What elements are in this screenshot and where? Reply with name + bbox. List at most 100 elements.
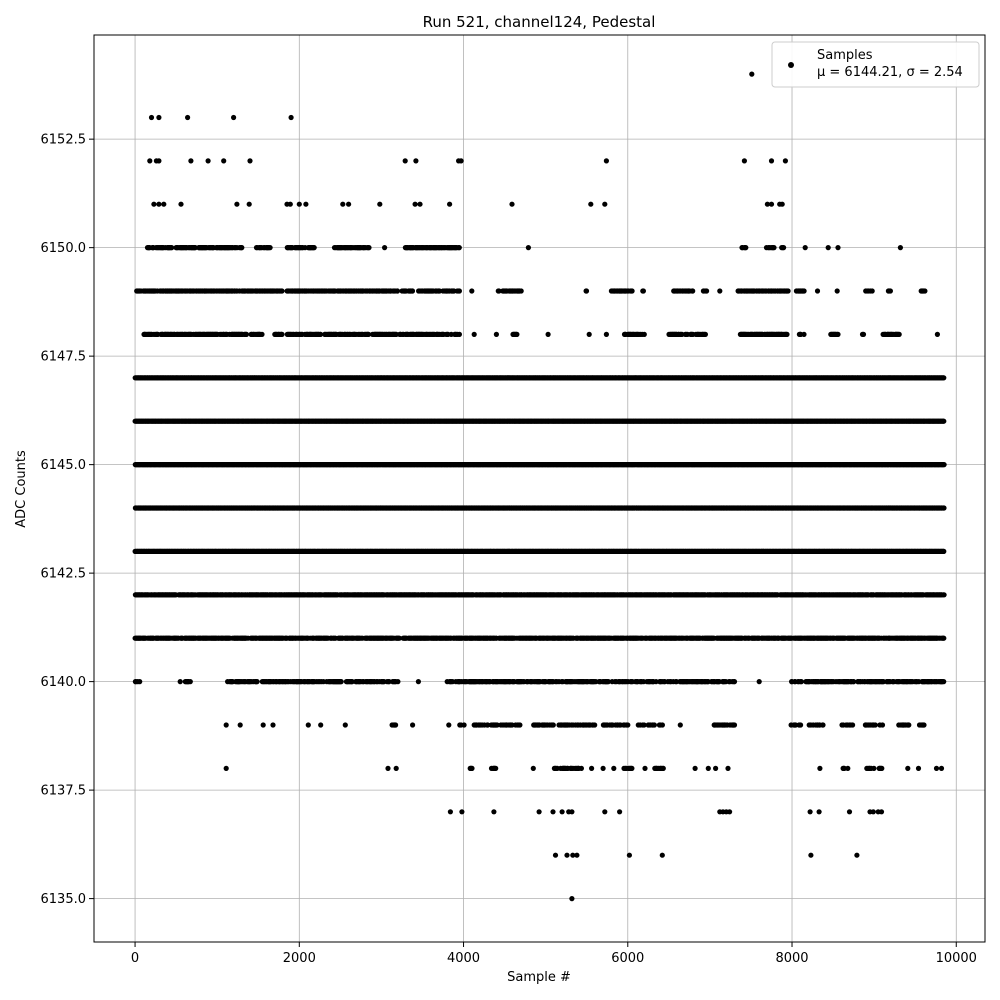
- data-point: [545, 331, 551, 337]
- data-point: [835, 245, 841, 251]
- data-point: [456, 288, 462, 294]
- data-point: [941, 418, 947, 424]
- data-point: [704, 288, 710, 294]
- data-point: [825, 245, 831, 251]
- data-point: [764, 201, 771, 207]
- data-point: [178, 201, 184, 207]
- data-point: [834, 288, 840, 294]
- data-point: [394, 288, 401, 294]
- data-point: [784, 331, 790, 337]
- data-point: [169, 245, 175, 251]
- data-point: [749, 71, 755, 77]
- data-point: [588, 201, 594, 207]
- data-point: [869, 288, 875, 294]
- data-point: [279, 331, 285, 337]
- data-point: [741, 158, 748, 164]
- data-point: [447, 201, 453, 207]
- data-point: [471, 331, 477, 337]
- data-point: [496, 288, 502, 294]
- data-point: [148, 114, 155, 121]
- data-point: [402, 158, 408, 164]
- data-point: [801, 331, 807, 337]
- data-point: [413, 158, 419, 164]
- data-point: [346, 201, 352, 207]
- data-point: [518, 288, 524, 294]
- data-point: [231, 114, 237, 121]
- data-point: [509, 201, 515, 207]
- data-point: [641, 331, 647, 337]
- data-point: [340, 201, 346, 207]
- data-point: [771, 245, 777, 251]
- data-point: [267, 245, 273, 251]
- data-point: [246, 201, 252, 207]
- data-point: [493, 331, 499, 337]
- data-points: [132, 71, 947, 902]
- data-point: [629, 288, 635, 294]
- data-point: [896, 331, 902, 337]
- data-point: [702, 331, 709, 337]
- data-point: [188, 158, 194, 164]
- data-point: [469, 288, 475, 294]
- data-point: [801, 288, 807, 294]
- data-point: [835, 331, 841, 337]
- data-point: [782, 158, 789, 164]
- data-point: [768, 158, 775, 164]
- data-point: [456, 245, 462, 251]
- data-point: [151, 201, 157, 207]
- data-point: [377, 201, 383, 207]
- data-point: [221, 158, 227, 164]
- data-point: [156, 158, 162, 164]
- data-point: [860, 331, 867, 337]
- data-point: [243, 331, 250, 337]
- data-point: [583, 288, 590, 294]
- data-point: [318, 331, 324, 337]
- data-point: [802, 245, 808, 251]
- data-point: [934, 331, 941, 337]
- data-point: [409, 288, 416, 294]
- data-point: [514, 331, 520, 337]
- data-point: [287, 201, 293, 207]
- data-point: [717, 288, 723, 294]
- data-point: [640, 288, 647, 294]
- data-point: [417, 201, 423, 207]
- data-point: [743, 245, 749, 251]
- data-point: [239, 245, 245, 251]
- data-point: [887, 288, 894, 294]
- data-point: [303, 201, 309, 207]
- data-point: [897, 245, 904, 251]
- data-point: [941, 375, 947, 381]
- data-point: [311, 245, 317, 251]
- grid-lines: [94, 35, 985, 942]
- data-point: [156, 201, 162, 207]
- data-point: [156, 114, 162, 121]
- data-point: [382, 245, 388, 251]
- data-point: [602, 201, 608, 207]
- chart-title: Run 521, channel124, Pedestal: [423, 13, 656, 31]
- data-point: [779, 201, 785, 207]
- data-point: [365, 331, 372, 337]
- data-point: [525, 245, 532, 251]
- data-point: [586, 331, 592, 337]
- data-point: [259, 331, 265, 337]
- data-point: [366, 245, 372, 251]
- data-point: [941, 462, 947, 468]
- data-point: [814, 288, 821, 294]
- data-point: [161, 201, 167, 207]
- data-point: [412, 201, 418, 207]
- data-point: [288, 114, 294, 121]
- data-point: [205, 158, 211, 164]
- data-point: [458, 158, 464, 164]
- data-point: [279, 288, 285, 294]
- data-point: [147, 158, 153, 164]
- data-point: [768, 201, 775, 207]
- data-point: [690, 288, 696, 294]
- data-point: [234, 201, 240, 207]
- data-point: [247, 158, 253, 164]
- data-point: [922, 288, 928, 294]
- data-point: [603, 158, 610, 164]
- data-point: [781, 245, 787, 251]
- data-point: [785, 288, 791, 294]
- data-point: [456, 331, 462, 337]
- data-point: [185, 114, 191, 121]
